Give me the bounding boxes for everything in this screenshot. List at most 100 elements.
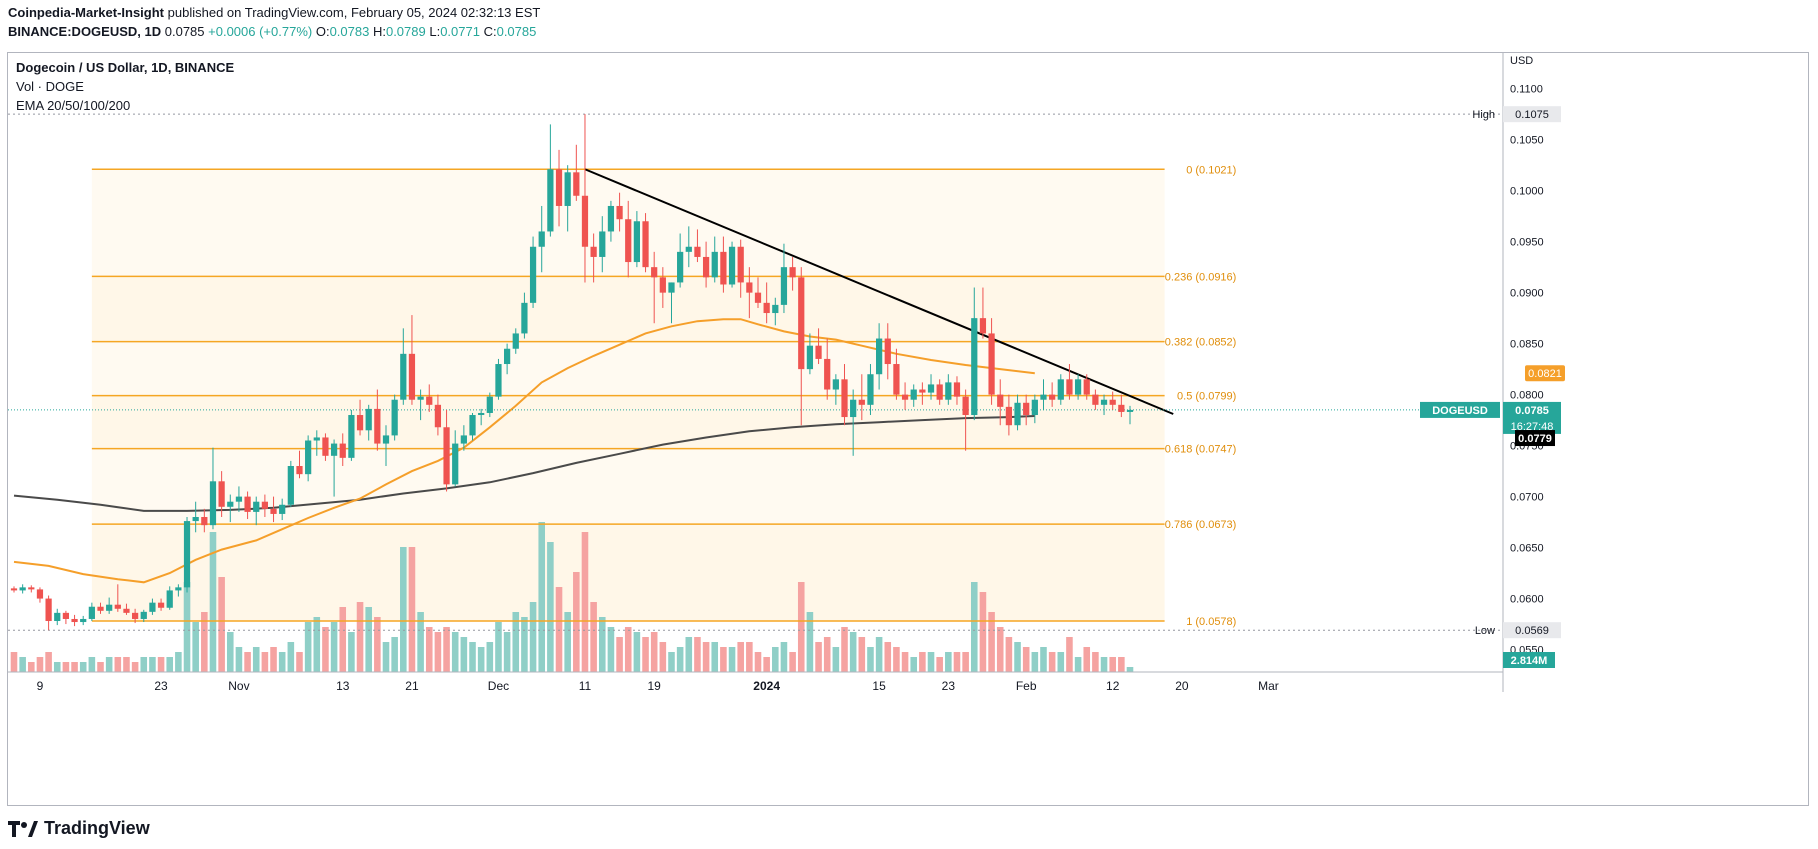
candle-body (36, 589, 44, 599)
volume-bar (919, 652, 926, 672)
volume-bar (10, 652, 18, 672)
volume-bar (114, 657, 122, 672)
candle-body (235, 496, 243, 502)
volume-bar (131, 662, 139, 672)
volume-bar (685, 637, 693, 672)
volume-bar (945, 652, 952, 672)
candle-body (815, 345, 822, 359)
volume-bar (573, 572, 580, 672)
candle-body (114, 604, 121, 609)
candle-body (54, 612, 61, 622)
volume-bar (218, 577, 225, 672)
candle-body (486, 396, 493, 413)
candle-body (426, 396, 433, 405)
fib-label-0.236: 0.236 (0.0916) (1165, 271, 1237, 283)
volume-bar (192, 622, 199, 672)
volume-bar (417, 612, 424, 672)
volume-bar (209, 532, 217, 672)
volume-bar (789, 652, 796, 672)
publisher-name[interactable]: Coinpedia-Market-Insight (8, 5, 165, 20)
candle-body (279, 504, 286, 514)
candle-body (296, 466, 303, 475)
volume-bar (1083, 647, 1091, 672)
ema-50-line (13, 318, 1035, 584)
candle-body (365, 408, 372, 431)
symbol-tag-bg (1420, 401, 1500, 418)
volume-bar (867, 647, 874, 672)
candle-body (599, 231, 606, 257)
time-tick-label: Dec (488, 679, 509, 693)
candle-body (962, 396, 969, 416)
volume-bar (720, 647, 727, 672)
volume-bar (400, 547, 407, 672)
volume-bar (1118, 657, 1125, 672)
volume-bar (953, 652, 961, 672)
volume-bar (330, 622, 338, 672)
volume-bar (875, 637, 883, 672)
price-tick-label: 0.1050 (1510, 135, 1544, 147)
volume-bar (659, 642, 667, 672)
volume-bar (19, 657, 26, 672)
candle-body (287, 466, 294, 505)
volume-bar (183, 582, 191, 672)
candle-body (305, 440, 312, 475)
candle-body (945, 382, 952, 400)
price-tick-label: 0.1000 (1510, 186, 1544, 198)
volume-bar (79, 662, 87, 672)
volume-bar (590, 602, 597, 672)
candle-body (244, 496, 251, 512)
price-tick-label: 0.0700 (1510, 492, 1544, 504)
candle-body (495, 364, 502, 397)
volume-bar (382, 642, 390, 672)
candle-body (322, 437, 329, 456)
last-price-value: 0.0785 (1515, 405, 1549, 417)
symbol-line: BINANCE:DOGEUSD, 1D (8, 24, 162, 39)
volume-bar (849, 632, 857, 672)
price-tick-label: 0.0800 (1510, 390, 1544, 402)
volume-bar (555, 587, 563, 672)
volume-bar (901, 652, 909, 672)
high-value-bg (1503, 106, 1561, 123)
ema-50-price-tag-bg (1525, 365, 1565, 382)
candle-body (694, 246, 701, 257)
volume-bar (936, 657, 943, 672)
volume-bar (322, 627, 329, 672)
ema-200-price-tag: 0.0779 (1518, 433, 1552, 445)
volume-bar (910, 657, 918, 672)
candle-body (313, 437, 320, 441)
volume-bar (676, 647, 684, 672)
volume-bar (581, 532, 589, 672)
change-value: +0.0006 (+0.77%) (208, 24, 313, 39)
candle-body (400, 353, 407, 400)
candle-body (979, 318, 987, 334)
volume-bar (512, 612, 520, 672)
volume-bar (979, 592, 987, 672)
candle-body (348, 415, 355, 458)
volume-bar (521, 617, 528, 672)
time-tick-label: 23 (942, 679, 956, 693)
candle-body (218, 481, 225, 507)
candle-body (512, 333, 519, 349)
fib-band (91, 524, 1165, 622)
candle-body (253, 501, 260, 512)
candle-body (746, 282, 753, 293)
candle-body (1118, 404, 1125, 412)
time-tick-label: 11 (579, 679, 592, 693)
chart-frame[interactable] (7, 52, 1809, 806)
candle-body (988, 333, 995, 395)
volume-bar (270, 647, 277, 672)
volume-bar (477, 647, 485, 672)
candle-body (1092, 394, 1099, 405)
candle-body (997, 394, 1004, 407)
volume-bar (391, 637, 398, 672)
candle-body (547, 169, 554, 232)
candle-body (711, 251, 718, 278)
volume-bar (374, 617, 381, 672)
tradingview-logo[interactable]: TradingView (8, 818, 150, 839)
low-value-bg (1503, 622, 1561, 639)
volume-bar (642, 637, 649, 672)
volume-bar (278, 652, 286, 672)
fib-label-1: 1 (0.0578) (1186, 616, 1236, 628)
candle-body (71, 618, 78, 623)
